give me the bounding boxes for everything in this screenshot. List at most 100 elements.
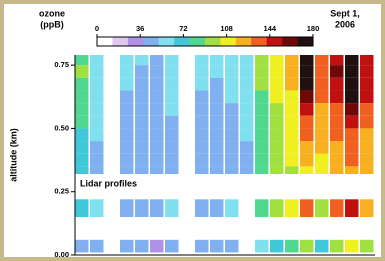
heatmap-cell [135,55,149,65]
heatmap-cell [285,116,299,129]
heatmap-cell [285,65,299,78]
heatmap-cell [360,128,374,141]
heatmap-cell [255,128,269,141]
heatmap-cell [285,128,299,141]
heatmap-cell [225,166,239,174]
heatmap-cell [255,116,269,129]
colorbar-unit: (ppB) [40,19,64,29]
heatmap-cell [195,103,209,116]
colorbar-swatch [267,37,283,46]
heatmap-cell [150,116,164,129]
heatmap-cell [165,128,179,141]
heatmap-cell [330,128,344,141]
heatmap-cell [210,199,224,217]
heatmap-cell [300,55,314,65]
y-tick-label: 0.00 [54,250,69,259]
y-axis-label: altitude (km) [8,128,18,182]
heatmap-cell [300,154,314,167]
heatmap-cell [315,128,329,141]
heatmap-cell [135,65,149,78]
heatmap-cell [315,103,329,116]
heatmap-cell [330,199,344,217]
heatmap-cell [210,65,224,78]
heatmap-cell [315,78,329,91]
heatmap-cell [300,128,314,141]
heatmap-cell [150,240,164,253]
heatmap-cell [75,128,89,141]
heatmap-cell [195,128,209,141]
heatmap-cell [360,55,374,65]
heatmap-cell [225,78,239,91]
heatmap-cell [255,240,269,253]
heatmap-cell [255,154,269,167]
heatmap-cell [150,78,164,91]
heatmap-cell [255,65,269,78]
heatmap-cell [210,116,224,129]
heatmap-cell [225,128,239,141]
heatmap-cell [90,128,104,141]
heatmap-cell [135,103,149,116]
y-tick-label: 0.75 [54,60,69,69]
heatmap-cell [120,141,134,154]
heatmap-cell [360,78,374,91]
annotation: Lidar profiles [80,178,137,188]
heatmap-cell [270,240,284,253]
heatmap-cell [120,116,134,129]
heatmap-cell [345,78,359,91]
heatmap-cell [90,103,104,116]
heatmap-cell [270,154,284,167]
heatmap-cell [195,78,209,91]
heatmap-cell [75,55,89,65]
heatmap-cell [225,90,239,103]
heatmap-cell [150,103,164,116]
heatmap-cell [225,141,239,154]
heatmap-cell [195,55,209,65]
colorbar-swatch [190,37,206,46]
heatmap-cell [150,55,164,65]
colorbar-swatch [251,37,267,46]
heatmap-cell [255,55,269,65]
heatmap-cell [165,116,179,129]
colorbar-swatch [174,37,190,46]
heatmap-cell [255,199,269,217]
heatmap-cell [165,90,179,103]
heatmap-cell [300,240,314,253]
heatmap-cell [240,65,254,78]
y-tick-label: 0.25 [54,187,69,196]
heatmap-cell [285,166,299,174]
heatmap-cell [255,90,269,103]
colorbar-tick-label: 72 [179,24,187,33]
heatmap-cell [165,78,179,91]
heatmap-cell [135,240,149,253]
heatmap-cell [345,240,359,253]
colorbar-swatch [128,37,144,46]
heatmap-cell [135,78,149,91]
heatmap-cell [285,55,299,65]
heatmap-cell [225,103,239,116]
heatmap-cell [330,240,344,253]
heatmap-cell [210,78,224,91]
heatmap-cell [165,199,179,217]
colorbar-tick-label: 144 [264,24,277,33]
heatmap-cell [285,103,299,116]
heatmap-cell [225,240,239,253]
heatmap-cell [150,128,164,141]
heatmap-cell [300,141,314,154]
heatmap-cell [165,103,179,116]
heatmap-cell [150,166,164,174]
heatmap-cell [135,141,149,154]
heatmap-cell [240,166,254,174]
heatmap-cell [345,128,359,141]
heatmap-cell [210,141,224,154]
heatmap-cell [120,55,134,65]
heatmap-cell [75,240,89,253]
heatmap-cell [165,240,179,253]
heatmap-cell [345,141,359,154]
heatmap-cell [120,90,134,103]
heatmap-cell [270,128,284,141]
colorbar-swatch [112,37,128,46]
heatmap-cell [195,116,209,129]
heatmap-cell [360,199,374,217]
heatmap-cell [300,103,314,116]
heatmap-cell [75,65,89,78]
